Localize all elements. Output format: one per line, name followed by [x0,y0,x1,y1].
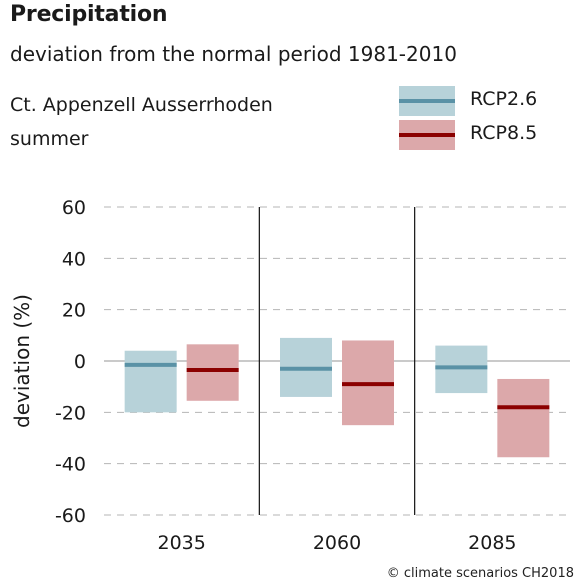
legend-label-rcp85: RCP8.5 [470,122,538,144]
legend-label-rcp26: RCP2.6 [470,88,538,110]
y-axis-label: deviation (%) [10,294,34,428]
y-tick-label: -20 [55,402,86,424]
y-tick-label: 0 [74,351,86,373]
legend-item-rcp85 [399,120,455,150]
credit-text: © climate scenarios CH2018 [386,566,574,581]
chart-subtitle: deviation from the normal period 1981-20… [10,42,457,66]
chart-title: Precipitation [10,2,168,27]
y-tick-label: -60 [55,505,86,527]
y-tick-label: 20 [62,300,86,322]
x-tick-label: 2060 [313,532,361,554]
range-box-rcp26-2035 [124,350,177,413]
region-label: Ct. Appenzell Ausserrhoden [10,94,273,116]
legend-item-rcp26 [399,86,455,116]
x-tick-label: 2085 [468,532,516,554]
y-tick-label: -40 [55,454,86,476]
x-tick-label: 2035 [157,532,205,554]
axis-layer: 60 40 20 0 -20 -40 -60 deviation (%) 2035 2060 208… [10,197,517,554]
y-tick-label: 40 [62,248,86,270]
y-tick-label: 60 [62,197,86,219]
range-box-rcp85-2035 [186,344,239,401]
season-label: summer [10,128,89,150]
bars-layer [124,337,550,458]
grid-lines [104,206,570,516]
range-box-rcp85-2085 [497,378,550,458]
